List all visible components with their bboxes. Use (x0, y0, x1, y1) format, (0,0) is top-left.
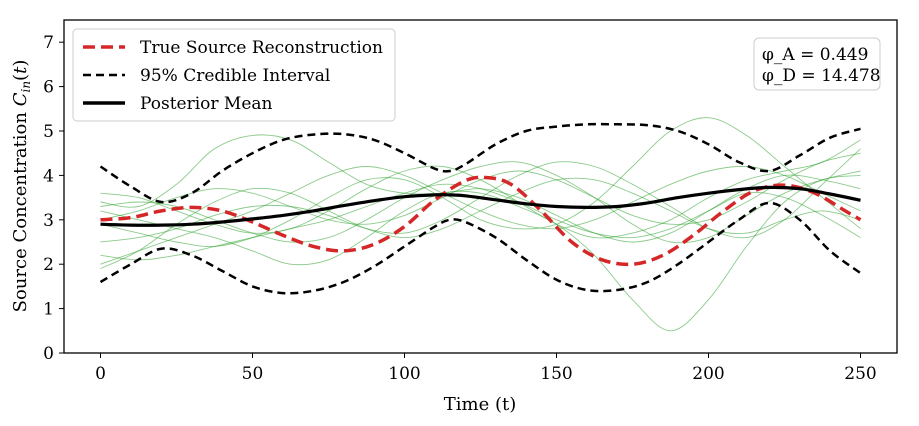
annotation-phi-d: φ_D = 14.478 (762, 66, 881, 86)
y-tick-label: 0 (43, 344, 54, 364)
legend-label-posterior-mean: Posterior Mean (140, 94, 273, 114)
posterior-sample-line-3 (100, 117, 861, 247)
y-axis-label: Source Concentration Cin(t) (10, 60, 33, 313)
true-source-line (100, 175, 862, 267)
posterior-mean-line (100, 185, 861, 227)
posterior-sample-line-6 (100, 183, 861, 261)
posterior-sample-line-9 (100, 161, 861, 244)
y-tick-label: 5 (43, 122, 54, 142)
legend: True Source Reconstruction 95% Credible … (72, 28, 396, 122)
legend-box (72, 28, 396, 122)
credible-interval-lower-line (99, 201, 862, 295)
posterior-sample-line-8 (100, 177, 861, 270)
x-tick-label: 0 (95, 364, 106, 384)
svg-text:Source Concentration Cin(t): Source Concentration Cin(t) (10, 60, 33, 313)
y-tick-label: 6 (43, 78, 54, 98)
posterior-sample-line-7 (100, 152, 861, 225)
y-tick-label: 3 (43, 211, 54, 231)
legend-label-credible-interval: 95% Credible Interval (140, 66, 330, 86)
annotation-box (753, 37, 881, 91)
x-tick-label: 250 (844, 364, 876, 384)
parameter-annotation: φ_A = 0.449 φ_D = 14.478 (753, 37, 881, 91)
y-axis-ticks: 0 1 2 3 4 5 6 7 (43, 33, 64, 364)
posterior-sample-line-2 (100, 174, 861, 332)
annotation-phi-a: φ_A = 0.449 (762, 45, 868, 65)
x-axis-ticks: 0 50 100 150 200 250 (95, 353, 877, 384)
credible-interval-upper-line (99, 122, 861, 204)
y-tick-label: 1 (43, 300, 54, 320)
x-tick-label: 150 (540, 364, 572, 384)
y-tick-label: 4 (43, 166, 54, 186)
series-lines (99, 122, 862, 295)
x-axis-label: Time (t) (444, 394, 516, 415)
y-tick-label: 2 (43, 255, 54, 275)
x-tick-label: 200 (692, 364, 724, 384)
plot-frame (63, 19, 898, 354)
x-tick-label: 100 (388, 364, 420, 384)
x-tick-label: 50 (242, 364, 264, 384)
y-tick-label: 7 (43, 33, 54, 53)
legend-label-true-source: True Source Reconstruction (140, 38, 383, 58)
